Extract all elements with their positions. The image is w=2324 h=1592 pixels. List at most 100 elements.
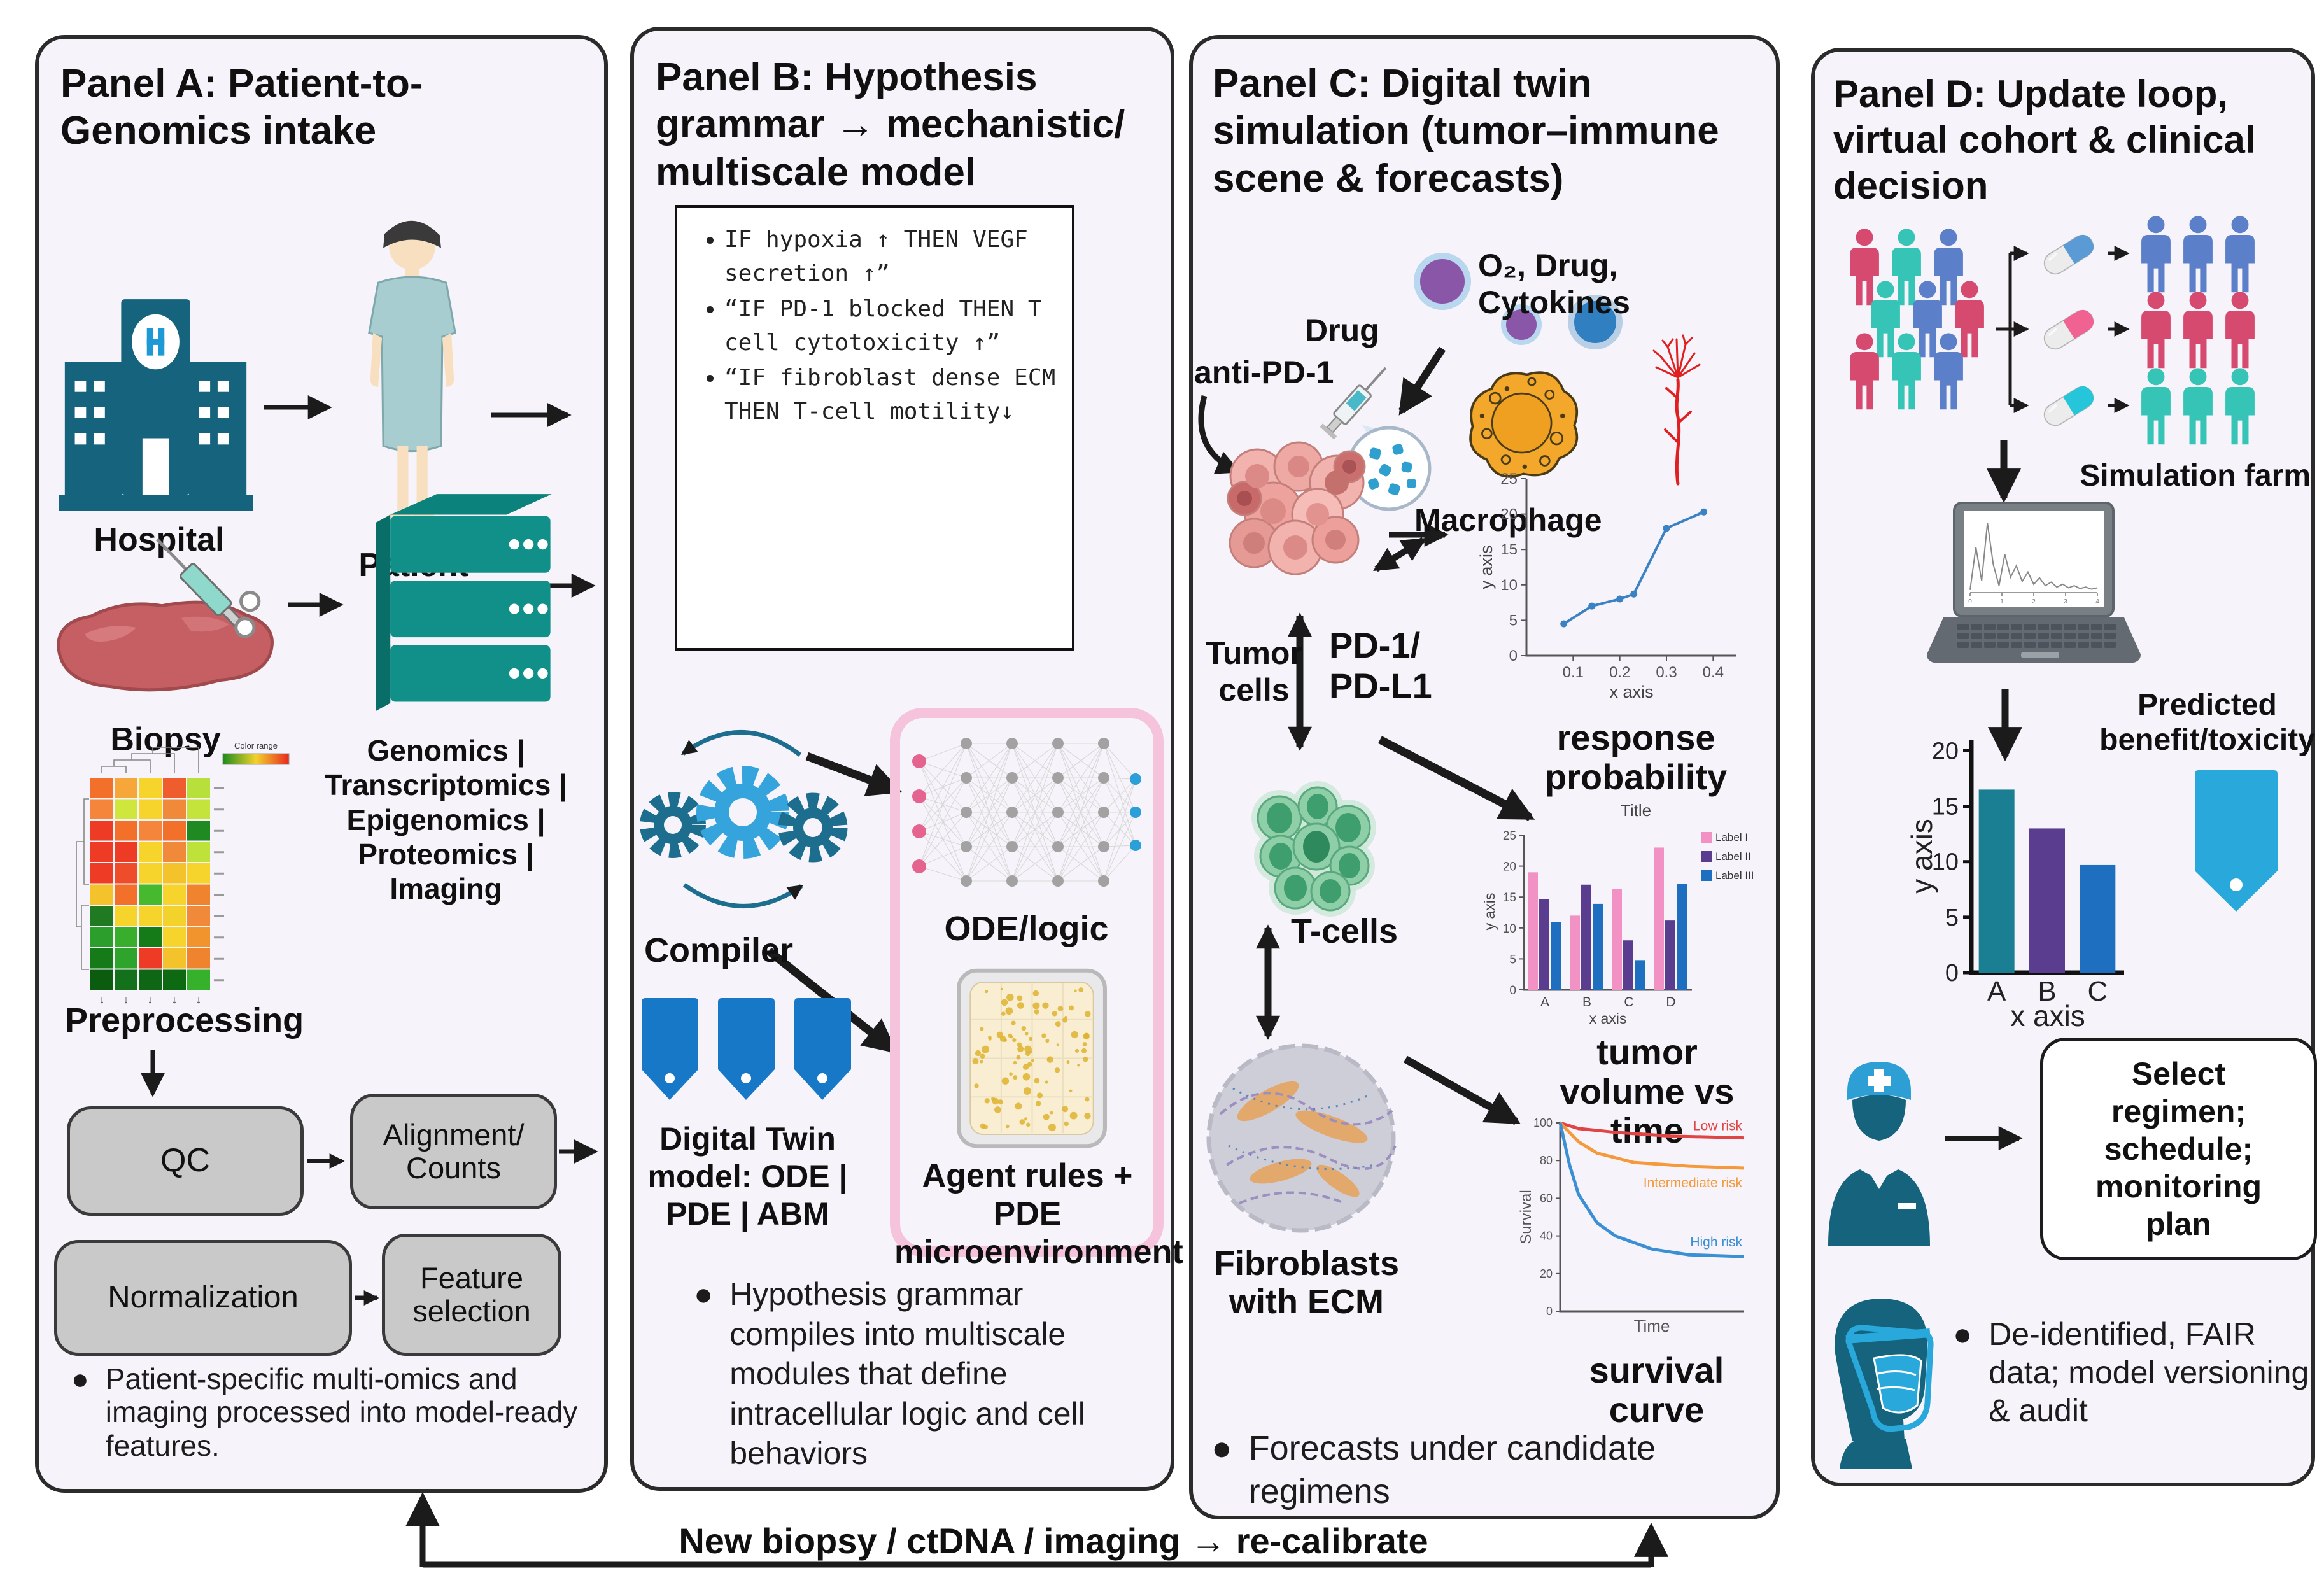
pill-pink-icon [2043, 309, 2094, 350]
recalibrate-loop-label: New biopsy / ctDNA / imaging → re-calibr… [679, 1521, 1428, 1561]
panel-d-bullet: ● De-identified, FAIR data; model versio… [1953, 1315, 2309, 1430]
bullet-dot: ● [1953, 1316, 1973, 1352]
simulation-farm-label: Simulation farm [2080, 459, 2311, 493]
tumor-volume-label: tumor volume vs time [1560, 1032, 1735, 1151]
bullet-dot: ● [71, 1362, 89, 1395]
molecules-label: O₂, Drug, Cytokines [1478, 248, 1630, 320]
panel-a-title: Panel A: Patient-to-Genomics intake [60, 62, 423, 153]
neural-network-icon [912, 738, 1141, 887]
anti-pd1-label: anti-PD-1 [1194, 355, 1334, 390]
pill-teal-icon [2043, 386, 2094, 426]
panel-c-title: Panel C: Digital twin simulation (tumor–… [1213, 62, 1719, 201]
panel-b-title: Panel B: Hypothesis grammar → mechanisti… [656, 55, 1125, 194]
biopsy-label: Biopsy [110, 721, 221, 758]
panel-c-bullet: ● Forecasts under candidate regimens [1211, 1427, 1695, 1513]
svg-text:2: 2 [2032, 598, 2036, 605]
response-probability-chart: 0 5 10 15 20 25 A B C Dx axis y axis Label I Label I… [1481, 829, 1754, 1027]
svg-text:B: B [2038, 976, 2056, 1007]
svg-text:x axis: x axis [1609, 682, 1653, 701]
svg-text:20: 20 [1540, 1267, 1553, 1280]
svg-text:Color range: Color range [234, 741, 278, 750]
svg-text:Survival: Survival [1518, 1190, 1535, 1244]
tumor-cells-icon [1227, 441, 1366, 575]
fibroblast-ecm-icon [1206, 1043, 1397, 1233]
svg-text:x axis: x axis [2010, 999, 2085, 1032]
t-cells-icon [1251, 781, 1376, 917]
bullet-dot: ● [1211, 1429, 1232, 1467]
biopsy-icon [57, 538, 274, 692]
svg-text:0.1: 0.1 [1563, 664, 1584, 681]
hypothesis-rule-box: IF hypoxia ↑ THEN VEGF secretion ↑” “IF … [675, 205, 1074, 651]
panel-a-bullet-text: Patient-specific multi-omics and imaging… [105, 1362, 578, 1462]
svg-text:x axis: x axis [1589, 1010, 1627, 1027]
drug-vesicle-icon [1346, 425, 1432, 511]
server-caption: Genomics | Transcriptomics | Epigenomics… [324, 734, 567, 906]
svg-text:20: 20 [1500, 506, 1518, 523]
svg-text:0.4: 0.4 [1703, 664, 1724, 681]
virtual-cohort-crowd [1850, 229, 1984, 410]
svg-text:B: B [1582, 995, 1591, 1010]
svg-text:10: 10 [1503, 922, 1516, 936]
svg-text:Low risk: Low risk [1693, 1119, 1743, 1134]
svg-text:5: 5 [1509, 953, 1516, 966]
svg-text:40: 40 [1540, 1230, 1553, 1243]
hospital-icon [59, 299, 253, 511]
svg-text:5: 5 [1509, 612, 1518, 629]
svg-text:0: 0 [1509, 647, 1518, 665]
svg-text:0.2: 0.2 [1609, 664, 1630, 681]
alignment-box: Alignment/ Counts [350, 1094, 557, 1209]
digital-twin-tags-icon [642, 998, 851, 1100]
molecules-icon [1414, 253, 1623, 349]
svg-text:0: 0 [1509, 984, 1516, 997]
vessel-icon [1652, 334, 1701, 486]
svg-text:10: 10 [1500, 577, 1518, 594]
svg-text:0.3: 0.3 [1656, 664, 1677, 681]
rule-item: “IF PD-1 blocked THEN T cell cytotoxicit… [724, 292, 1066, 360]
bullet-dot: ● [694, 1276, 714, 1312]
svg-text:15: 15 [1503, 891, 1516, 905]
svg-text:15: 15 [1500, 541, 1518, 558]
svg-text:C: C [2087, 976, 2108, 1007]
panel-b-bullet-text: Hypothesis grammar compiles into multisc… [729, 1276, 1085, 1471]
svg-text:20: 20 [1932, 738, 1959, 764]
select-regimen-box: Select regimen; schedule; monitoring pla… [2040, 1038, 2317, 1260]
svg-text:y axis: y axis [1905, 819, 1938, 894]
response-probability-label: response probability [1544, 717, 1728, 797]
t-cells-label: T-cells [1291, 912, 1398, 950]
svg-text:High risk: High risk [1690, 1235, 1742, 1250]
panel-c-bullet-text: Forecasts under candidate regimens [1248, 1429, 1656, 1511]
svg-text:5: 5 [1945, 905, 1959, 931]
svg-text:Label I: Label I [1715, 831, 1748, 843]
svg-text:A: A [1540, 995, 1549, 1010]
clinician-icon [1828, 1062, 1930, 1246]
benefit-tag-icon [2195, 770, 2278, 912]
svg-text:Label II: Label II [1715, 850, 1751, 863]
compiler-gears-icon [640, 730, 848, 908]
svg-text:↓: ↓ [172, 994, 178, 1006]
compiler-label: Compiler [644, 931, 794, 969]
compiled-modules-frame [890, 708, 1164, 1257]
svg-text:15: 15 [1932, 794, 1959, 821]
macrophage-icon [1469, 371, 1579, 478]
svg-text:Label III: Label III [1715, 870, 1754, 882]
svg-text:10: 10 [1932, 849, 1959, 876]
svg-text:Intermediate risk: Intermediate risk [1644, 1176, 1743, 1190]
svg-text:↓: ↓ [148, 994, 153, 1006]
digital-twin-model-label: Digital Twin model: ODE | PDE | ABM [647, 1121, 848, 1232]
svg-text:↓: ↓ [99, 994, 105, 1006]
laptop-icon: 0 1 2 3 4 [1927, 502, 2141, 663]
syringe-icon [1320, 367, 1387, 440]
svg-text:25: 25 [1500, 470, 1518, 488]
svg-text:3: 3 [2064, 598, 2067, 605]
pd1-pdl1-label: PD-1/ PD-L1 [1329, 625, 1432, 707]
panel-d-title: Panel D: Update loop, virtual cohort & c… [1833, 73, 2256, 207]
svg-text:0: 0 [1546, 1305, 1553, 1318]
svg-text:0: 0 [1945, 960, 1959, 987]
svg-text:↓: ↓ [196, 994, 202, 1006]
svg-text:100: 100 [1533, 1117, 1553, 1129]
svg-text:80: 80 [1540, 1154, 1553, 1167]
rule-item: IF hypoxia ↑ THEN VEGF secretion ↑” [724, 223, 1066, 291]
svg-text:0: 0 [1968, 598, 1972, 605]
normalization-box: Normalization [54, 1240, 352, 1356]
